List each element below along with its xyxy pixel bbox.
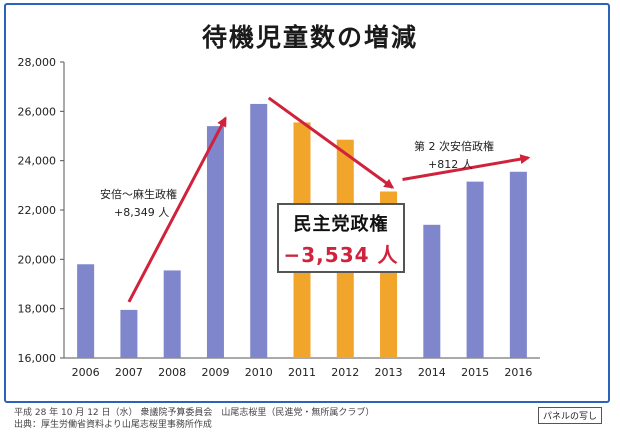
y-tick-label: 22,000 <box>18 204 57 217</box>
x-tick-label: 2015 <box>461 366 489 379</box>
annotation-abe2: 第 2 次安倍政権 +812 人 <box>414 138 494 174</box>
bar-2007 <box>120 309 138 358</box>
x-tick-label: 2008 <box>158 366 186 379</box>
bar-2010 <box>250 103 268 358</box>
x-tick-label: 2010 <box>245 366 273 379</box>
y-tick-label: 16,000 <box>18 352 57 365</box>
x-tick-label: 2006 <box>72 366 100 379</box>
trend-arrow-3 <box>402 154 531 181</box>
y-tick-label: 24,000 <box>18 155 57 168</box>
chart-title: 待機児童数の増減 <box>201 23 418 52</box>
annotation-abe-aso-value: +8,349 人 <box>114 206 170 219</box>
x-tick-label: 2011 <box>288 366 316 379</box>
annotation-abe-aso-label: 安倍～麻生政権 <box>100 188 177 201</box>
y-tick-label: 18,000 <box>18 303 57 316</box>
x-tick-label: 2007 <box>115 366 143 379</box>
panel-label: パネルの写し <box>537 407 602 424</box>
x-tick-label: 2013 <box>375 366 403 379</box>
footer-line-2: 出典：厚生労働省資料より山尾志桜里事務所作成 <box>14 420 212 430</box>
annotation-dpj: 民主党政権 −3,534 人 <box>277 203 405 273</box>
bar-2006 <box>77 264 95 358</box>
bar-2008 <box>163 270 181 358</box>
y-tick-label: 28,000 <box>18 56 57 69</box>
trend-arrow-2 <box>267 96 395 189</box>
annotation-abe-aso: 安倍～麻生政権 +8,349 人 <box>100 186 177 222</box>
x-tick-label: 2014 <box>418 366 446 379</box>
x-tick-label: 2016 <box>504 366 532 379</box>
annotation-abe2-label: 第 2 次安倍政権 <box>414 140 494 153</box>
footer-line-1: 平成 28 年 10 月 12 日（水） 衆議院予算委員会 山尾志桜里（民進党・… <box>14 408 375 418</box>
x-tick-label: 2009 <box>201 366 229 379</box>
annotation-dpj-label: 民主党政権 <box>293 214 389 235</box>
annotation-abe2-value: +812 人 <box>428 158 473 171</box>
bar-2014 <box>423 224 441 358</box>
bar-2016 <box>509 171 527 358</box>
x-tick-label: 2012 <box>331 366 359 379</box>
trend-arrow-1 <box>127 116 227 303</box>
y-tick-label: 20,000 <box>18 253 57 266</box>
bar-2009 <box>206 126 224 358</box>
bar-2015 <box>466 181 484 358</box>
y-tick-label: 26,000 <box>18 105 57 118</box>
annotation-dpj-value: −3,534 人 <box>283 243 399 267</box>
